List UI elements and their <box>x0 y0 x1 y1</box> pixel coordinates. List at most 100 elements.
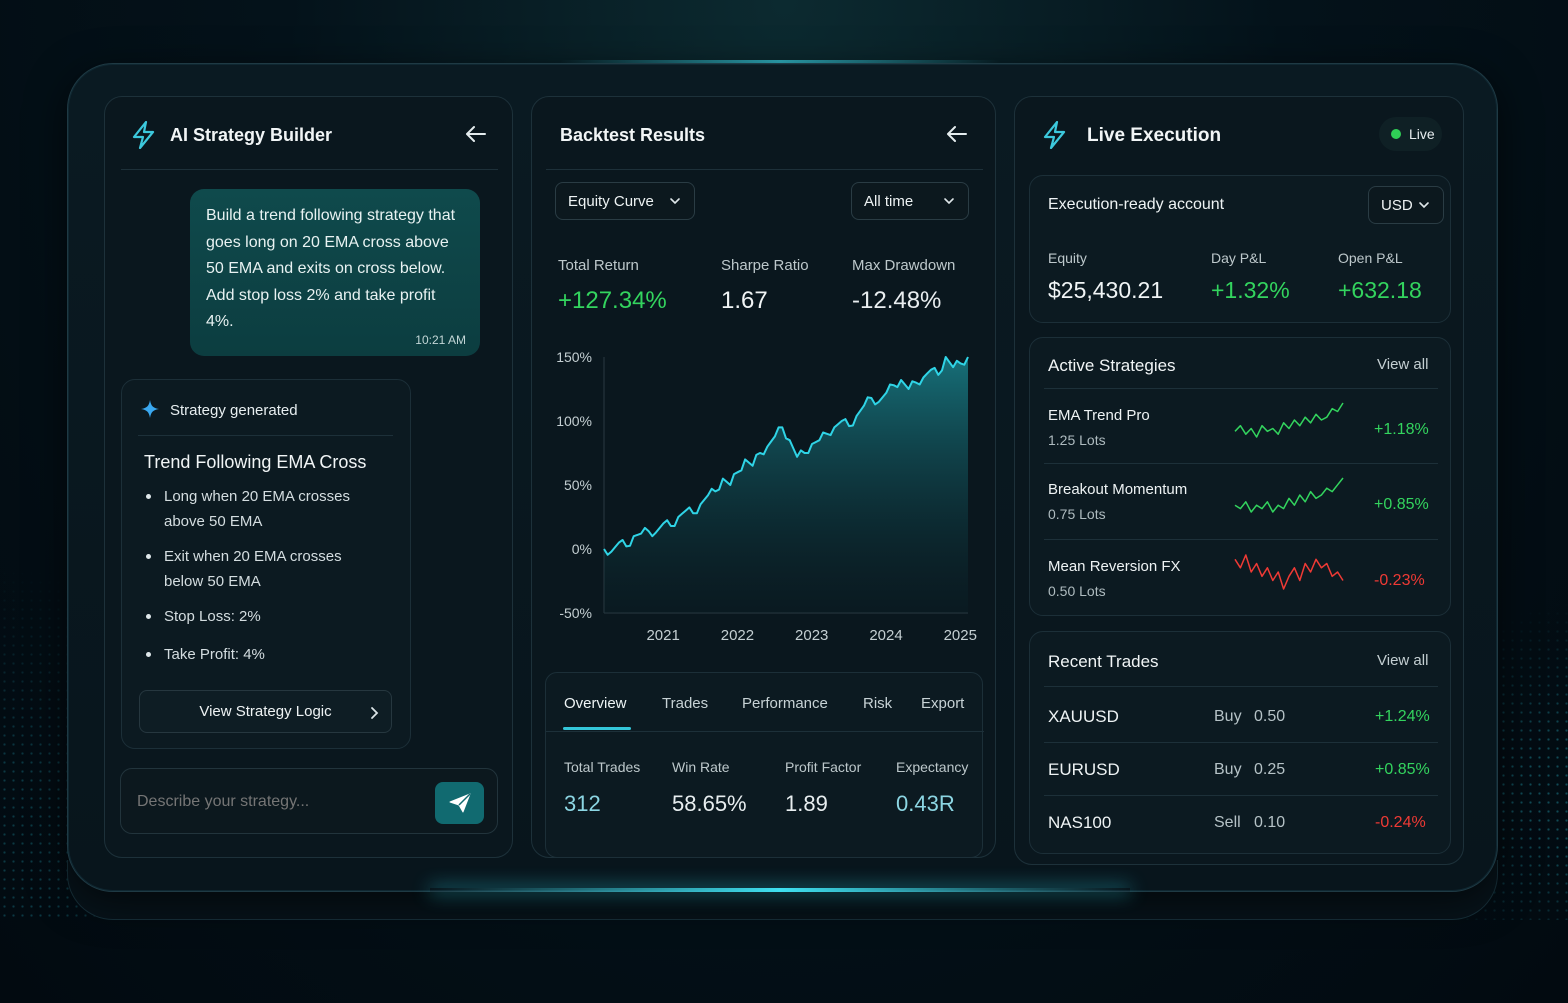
row-divider <box>1044 463 1438 464</box>
tab-risk[interactable]: Risk <box>863 695 893 712</box>
trade-side: Buy <box>1214 708 1242 725</box>
strategy-name: Breakout Momentum <box>1048 481 1188 498</box>
currency-value: USD <box>1381 196 1413 214</box>
x-tick-label: 2023 <box>795 627 828 644</box>
recent-trades-title: Recent Trades <box>1048 652 1159 671</box>
equity-line <box>603 356 969 556</box>
equity-area <box>604 357 968 613</box>
account-card: Execution-ready account USD Equity $25,4… <box>1029 175 1451 323</box>
chart-type-value: Equity Curve <box>568 192 654 210</box>
generated-label: Strategy generated <box>170 402 298 419</box>
strategy-sparkline <box>1234 477 1344 513</box>
total-return-value: +127.34% <box>558 287 667 314</box>
strategy-name: EMA Trend Pro <box>1048 407 1150 424</box>
trade-size: 0.10 <box>1254 814 1286 831</box>
y-tick-label: 50% <box>564 477 592 493</box>
open-pnl-value: +632.18 <box>1338 277 1422 303</box>
day-pnl-value: +1.32% <box>1211 277 1290 303</box>
account-label: Execution-ready account <box>1048 196 1225 213</box>
trade-size: 0.50 <box>1254 708 1286 725</box>
strategy-name: Mean Reversion FX <box>1048 558 1181 575</box>
strategy-sparkline <box>1234 402 1344 438</box>
x-tick-label: 2024 <box>869 627 902 644</box>
row-divider <box>1044 539 1438 540</box>
overview-label: Total Trades <box>564 759 641 775</box>
account-stat-label: Equity <box>1048 250 1087 266</box>
metric-label: Sharpe Ratio <box>721 257 809 274</box>
trade-symbol: EURUSD <box>1048 760 1120 779</box>
card-divider <box>1044 686 1438 687</box>
strategy-lots: 1.25 Lots <box>1048 432 1106 448</box>
time-range-value: All time <box>864 192 914 210</box>
time-range-select[interactable]: All time <box>851 182 969 220</box>
panel-title: Backtest Results <box>560 125 706 145</box>
trade-side: Buy <box>1214 761 1242 778</box>
recent-trades-card: Recent Trades View all XAUUSD Buy 0.50 +… <box>1029 631 1451 854</box>
overview-card: Overview Trades Performance Risk Export … <box>545 672 984 858</box>
row-divider <box>1044 795 1438 796</box>
lightning-icon <box>132 121 155 149</box>
live-dot-icon <box>1391 129 1401 139</box>
x-tick-label: 2025 <box>944 627 977 644</box>
strategy-change: +0.85% <box>1374 496 1429 513</box>
strategy-change: +1.18% <box>1374 421 1429 438</box>
send-icon <box>449 793 471 813</box>
metric-label: Max Drawdown <box>852 257 956 274</box>
max-drawdown-value: -12.48% <box>852 287 942 314</box>
strategy-input[interactable] <box>137 789 417 815</box>
header-divider <box>121 169 498 170</box>
chevron-down-icon <box>944 198 954 205</box>
strategy-lots: 0.50 Lots <box>1048 583 1106 599</box>
chart-type-select[interactable]: Equity Curve <box>555 182 695 220</box>
user-message-text: Build a trend following strategy that go… <box>206 207 456 330</box>
panel-title: Live Execution <box>1087 125 1222 146</box>
chevron-down-icon <box>670 198 680 205</box>
view-strategy-logic-label: View Strategy Logic <box>199 703 332 720</box>
panel-title: AI Strategy Builder <box>170 125 333 145</box>
y-tick-label: 0% <box>572 541 592 557</box>
back-arrow-icon[interactable] <box>465 125 487 143</box>
live-status-badge: Live <box>1379 117 1442 151</box>
metric-label: Total Return <box>558 257 639 274</box>
profit-factor-value: 1.89 <box>785 791 828 816</box>
view-strategy-logic-button[interactable]: View Strategy Logic <box>139 690 392 733</box>
strategy-builder-panel: AI Strategy Builder Build a trend follow… <box>104 96 513 858</box>
row-divider <box>1044 742 1438 743</box>
tab-export[interactable]: Export <box>921 695 965 712</box>
currency-select[interactable]: USD <box>1368 186 1444 224</box>
x-tick-label: 2022 <box>721 627 754 644</box>
live-status-text: Live <box>1409 126 1435 142</box>
chevron-down-icon <box>1419 202 1429 209</box>
live-execution-panel: Live Execution Live Execution-ready acco… <box>1014 96 1464 865</box>
lightning-icon <box>1043 121 1066 149</box>
tabs-divider <box>546 731 984 732</box>
tab-trades[interactable]: Trades <box>662 695 709 712</box>
strategy-generated-card: Strategy generated Trend Following EMA C… <box>121 379 411 749</box>
account-stat-label: Open P&L <box>1338 250 1403 266</box>
trade-side: Sell <box>1214 814 1241 831</box>
equity-curve-chart: 150% 100% 50% 0% -50% 2021 2022 2023 2024 2025 <box>556 349 977 644</box>
rule-item: Stop Loss: 2% <box>144 604 384 629</box>
strategy-input-box <box>120 768 498 834</box>
overview-label: Expectancy <box>896 759 969 775</box>
card-divider <box>1044 388 1438 389</box>
rule-item: Exit when 20 EMA crosses below 50 EMA <box>144 544 384 594</box>
header-divider <box>546 169 983 170</box>
tab-performance[interactable]: Performance <box>742 695 828 712</box>
trades-view-all-link[interactable]: View all <box>1377 652 1429 669</box>
rule-item: Take Profit: 4% <box>144 642 384 667</box>
y-tick-label: -50% <box>559 605 592 621</box>
sparkle-icon <box>141 400 159 418</box>
backtest-panel: Backtest Results Equity Curve All time T… <box>531 96 996 858</box>
send-button[interactable] <box>435 782 484 824</box>
strategies-view-all-link[interactable]: View all <box>1377 356 1429 373</box>
strategy-lots: 0.75 Lots <box>1048 506 1106 522</box>
strategy-change: -0.23% <box>1374 572 1425 589</box>
trade-change: +0.85% <box>1375 761 1430 778</box>
rule-item: Long when 20 EMA crosses above 50 EMA <box>144 484 384 534</box>
chevron-right-icon <box>371 707 379 719</box>
tab-overview[interactable]: Overview <box>564 695 627 712</box>
back-arrow-icon[interactable] <box>946 125 968 143</box>
sparkline-path <box>1234 402 1344 438</box>
account-stat-label: Day P&L <box>1211 250 1267 266</box>
